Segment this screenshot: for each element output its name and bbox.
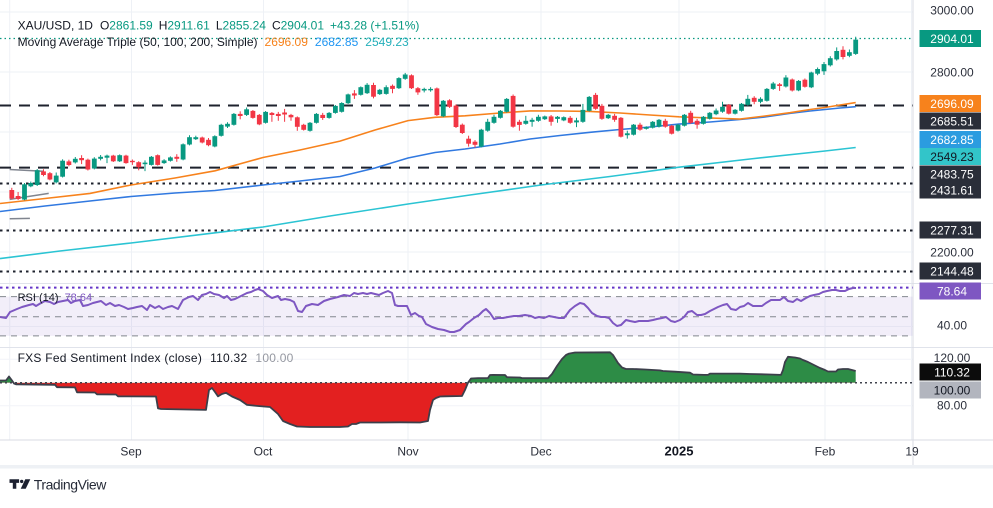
svg-text:2904.01: 2904.01 <box>930 32 974 46</box>
svg-text:2200.00: 2200.00 <box>930 245 974 259</box>
svg-text:120.00: 120.00 <box>934 351 971 365</box>
svg-text:2682.85: 2682.85 <box>930 133 974 147</box>
svg-text:Moving Average Triple (50, 100: Moving Average Triple (50, 100, 200, Sim… <box>18 35 409 49</box>
svg-text:2144.48: 2144.48 <box>930 264 974 278</box>
svg-text:3000.00: 3000.00 <box>930 3 974 17</box>
svg-text:Feb: Feb <box>815 445 836 459</box>
svg-text:40.00: 40.00 <box>937 318 967 332</box>
svg-text:Oct: Oct <box>254 445 273 459</box>
svg-text:Dec: Dec <box>530 445 551 459</box>
svg-text:Sep: Sep <box>120 445 142 459</box>
svg-text:110.32: 110.32 <box>934 365 970 379</box>
svg-text:78.64: 78.64 <box>937 284 967 298</box>
svg-text:2696.09: 2696.09 <box>930 97 974 111</box>
svg-text:RSI (14)78.64: RSI (14)78.64 <box>18 292 93 304</box>
svg-text:80.00: 80.00 <box>937 398 967 412</box>
svg-text:2277.31: 2277.31 <box>930 223 974 237</box>
svg-text:2025: 2025 <box>665 444 694 459</box>
svg-text:2549.23: 2549.23 <box>930 150 974 164</box>
svg-text:TradingView: TradingView <box>34 477 107 493</box>
svg-text:19: 19 <box>905 445 919 459</box>
svg-text:Nov: Nov <box>397 445 418 459</box>
svg-text:100.00: 100.00 <box>934 383 971 397</box>
svg-text:2483.75: 2483.75 <box>930 167 974 181</box>
svg-text:2800.00: 2800.00 <box>930 65 974 79</box>
svg-text:2431.61: 2431.61 <box>930 183 974 197</box>
svg-text:2685.51: 2685.51 <box>930 114 974 128</box>
